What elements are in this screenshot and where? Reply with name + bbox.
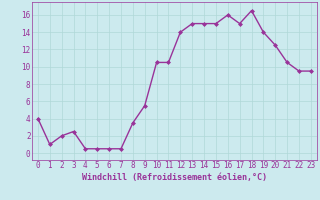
X-axis label: Windchill (Refroidissement éolien,°C): Windchill (Refroidissement éolien,°C) [82,173,267,182]
